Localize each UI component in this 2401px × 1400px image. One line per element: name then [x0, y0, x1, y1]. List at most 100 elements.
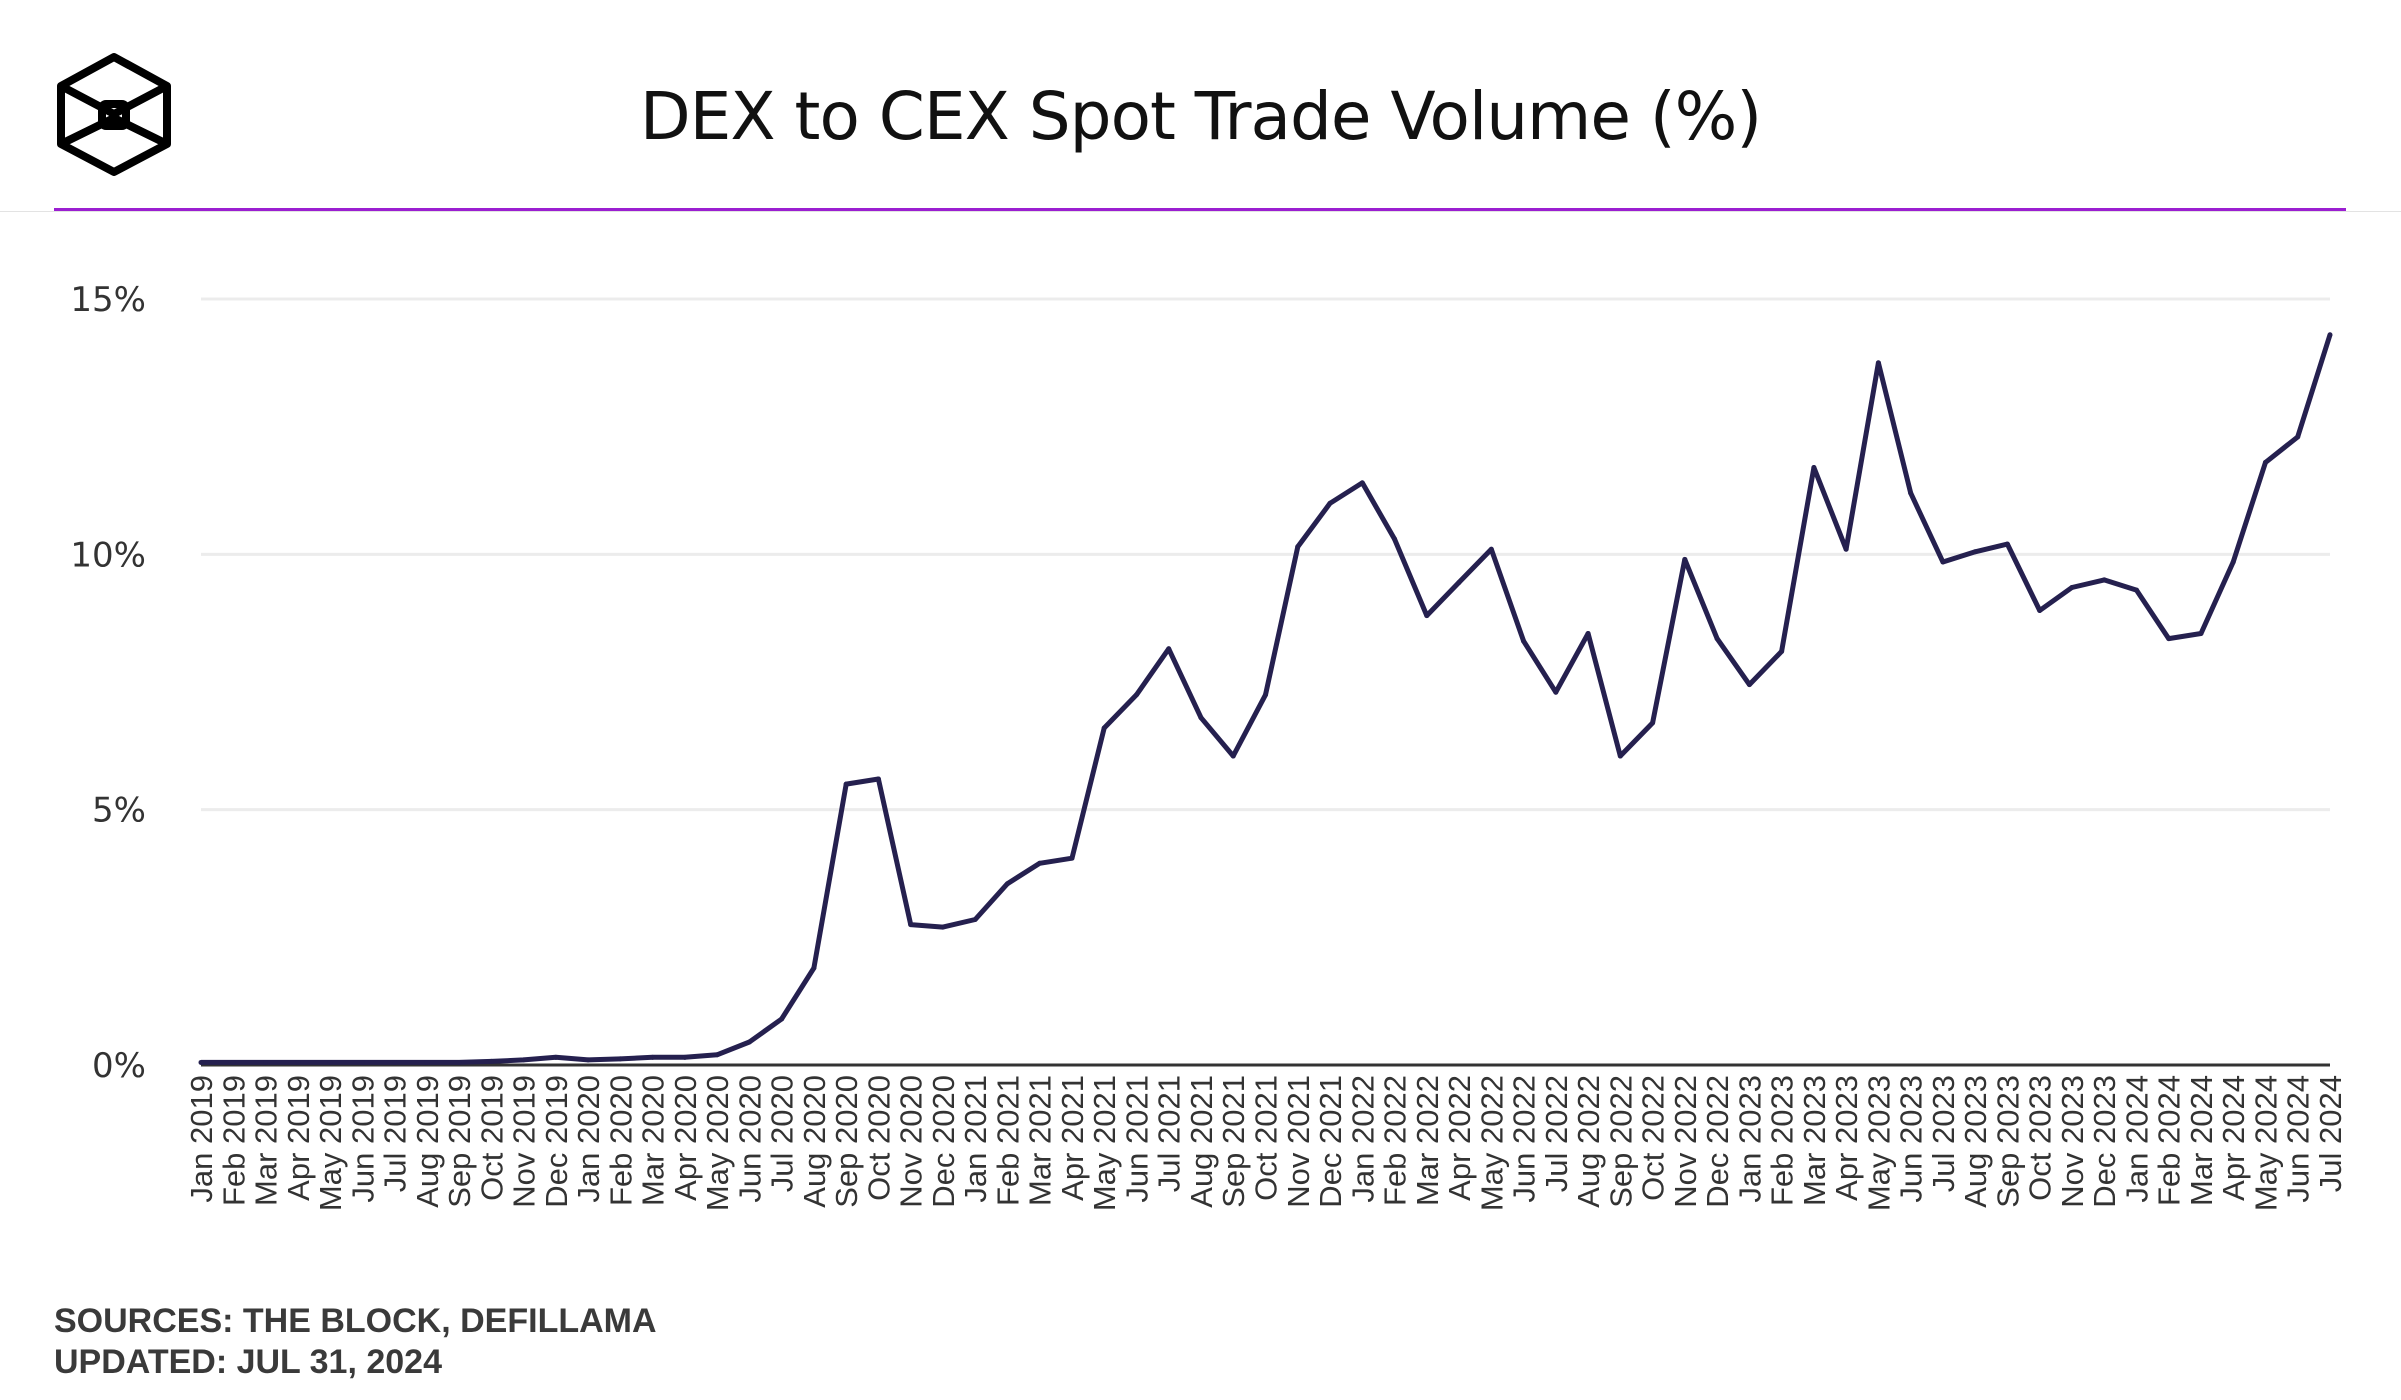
data-point	[1875, 360, 1881, 366]
data-point	[746, 1039, 752, 1045]
x-tick-label: Apr 2023	[1829, 1075, 1864, 1201]
data-point	[230, 1059, 236, 1065]
data-point	[1779, 648, 1785, 654]
data-point	[1617, 753, 1623, 759]
data-point	[1972, 549, 1978, 555]
data-point	[1359, 480, 1365, 486]
x-tick-label: Apr 2021	[1055, 1075, 1090, 1201]
accent-rule	[54, 208, 2346, 211]
x-tick-label: Jan 2022	[1345, 1075, 1380, 1203]
data-point	[1004, 881, 1010, 887]
data-point	[1230, 753, 1236, 759]
x-tick-label: Aug 2022	[1571, 1075, 1606, 1208]
x-tick-label: Jul 2021	[1152, 1075, 1187, 1192]
data-point	[1133, 692, 1139, 698]
data-point	[1811, 465, 1817, 471]
data-point	[1392, 536, 1398, 542]
header-divider	[0, 211, 2401, 212]
x-tick-label: Jun 2023	[1894, 1075, 1929, 1203]
x-tick-label: Sep 2022	[1603, 1075, 1638, 1208]
x-tick-label: Oct 2023	[2023, 1075, 2058, 1201]
data-point	[424, 1059, 430, 1065]
x-tick-label: Nov 2020	[894, 1075, 929, 1208]
data-point	[908, 922, 914, 928]
data-point	[295, 1059, 301, 1065]
data-point	[779, 1016, 785, 1022]
x-tick-label: Mar 2019	[249, 1075, 284, 1206]
data-point	[650, 1054, 656, 1060]
data-point	[2037, 608, 2043, 614]
x-tick-label: May 2023	[1861, 1075, 1896, 1211]
data-point	[2295, 434, 2301, 440]
data-point	[1488, 546, 1494, 552]
x-tick-label: Sep 2023	[1990, 1075, 2025, 1208]
data-point	[327, 1059, 333, 1065]
data-point	[1521, 638, 1527, 644]
x-tick-label: May 2019	[313, 1075, 348, 1211]
x-tick-label: Jul 2019	[378, 1075, 413, 1192]
data-point	[553, 1054, 559, 1060]
data-point	[2133, 587, 2139, 593]
x-tick-label: Nov 2022	[1668, 1075, 1703, 1208]
data-point	[1295, 544, 1301, 550]
data-point	[1650, 720, 1656, 726]
x-tick-label: Mar 2023	[1797, 1075, 1832, 1206]
x-tick-label: Aug 2021	[1184, 1075, 1219, 1208]
data-point	[1424, 613, 1430, 619]
sources-note: SOURCES: THE BLOCK, DEFILLAMA	[54, 1302, 657, 1340]
x-tick-label: Oct 2022	[1636, 1075, 1671, 1201]
chart-title: DEX to CEX Spot Trade Volume (%)	[639, 78, 1762, 155]
data-point	[1101, 725, 1107, 731]
x-tick-label: Feb 2024	[2152, 1075, 2187, 1206]
x-tick-label: Jul 2024	[2313, 1075, 2348, 1192]
data-point	[2198, 630, 2204, 636]
x-tick-label: May 2020	[700, 1075, 735, 1211]
x-tick-label: Nov 2021	[1281, 1075, 1316, 1208]
x-tick-label: Jun 2019	[345, 1075, 380, 1203]
x-tick-label: Dec 2022	[1700, 1075, 1735, 1208]
x-tick-label: May 2022	[1474, 1075, 1509, 1211]
y-tick-label: 10%	[70, 535, 146, 575]
x-tick-label: Jan 2021	[958, 1075, 993, 1203]
the-block-logo	[57, 53, 171, 176]
x-tick-label: Nov 2019	[507, 1075, 542, 1208]
x-tick-label: Mar 2021	[1023, 1075, 1058, 1206]
x-tick-label: Oct 2020	[861, 1075, 896, 1201]
data-point	[2101, 577, 2107, 583]
data-point	[359, 1059, 365, 1065]
x-tick-label: Jul 2020	[765, 1075, 800, 1192]
x-tick-label: Mar 2022	[1410, 1075, 1445, 1206]
data-point	[488, 1058, 494, 1064]
data-point	[843, 781, 849, 787]
data-point	[521, 1057, 527, 1063]
x-tick-label: Apr 2022	[1442, 1075, 1477, 1201]
x-tick-label: Mar 2020	[636, 1075, 671, 1206]
data-point	[875, 776, 881, 782]
x-tick-label: Sep 2021	[1216, 1075, 1251, 1208]
data-point	[1585, 630, 1591, 636]
data-point	[1908, 490, 1914, 496]
data-point	[456, 1059, 462, 1065]
data-point	[1843, 546, 1849, 552]
data-point	[1069, 855, 1075, 861]
data-point	[198, 1059, 204, 1065]
x-tick-label: Feb 2022	[1378, 1075, 1413, 1206]
data-point	[617, 1056, 623, 1062]
x-tick-label: May 2021	[1087, 1075, 1122, 1211]
updated-note: UPDATED: JUL 31, 2024	[54, 1343, 442, 1381]
data-point	[1327, 500, 1333, 506]
x-tick-label: Jun 2024	[2281, 1075, 2316, 1203]
x-tick-label: Aug 2019	[410, 1075, 445, 1208]
data-point	[2004, 541, 2010, 547]
data-point	[1263, 692, 1268, 698]
x-tick-label: Apr 2020	[668, 1075, 703, 1201]
x-tick-label: Feb 2020	[603, 1075, 638, 1206]
x-tick-label: Feb 2023	[1765, 1075, 1800, 1206]
x-tick-label: Jun 2021	[1119, 1075, 1154, 1203]
x-tick-label: Sep 2020	[829, 1075, 864, 1208]
data-point	[2327, 332, 2333, 338]
x-tick-label: Jan 2023	[1732, 1075, 1767, 1203]
x-tick-label: Jun 2022	[1507, 1075, 1542, 1203]
x-tick-label: Jul 2022	[1539, 1075, 1574, 1192]
x-tick-label: Mar 2024	[2184, 1075, 2219, 1206]
